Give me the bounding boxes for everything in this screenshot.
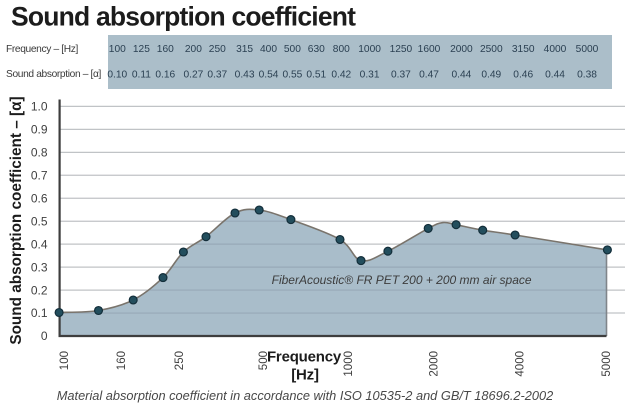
svg-text:0.6: 0.6 bbox=[31, 191, 48, 205]
svg-text:0.4: 0.4 bbox=[31, 237, 48, 251]
svg-text:0.55: 0.55 bbox=[282, 69, 302, 80]
svg-text:250: 250 bbox=[209, 44, 226, 55]
svg-text:100: 100 bbox=[109, 44, 126, 55]
svg-text:0.27: 0.27 bbox=[183, 69, 203, 80]
svg-text:[Hz]: [Hz] bbox=[291, 367, 319, 384]
svg-text:2500: 2500 bbox=[480, 44, 503, 55]
svg-text:0.1: 0.1 bbox=[31, 306, 48, 320]
svg-text:1000: 1000 bbox=[343, 351, 355, 377]
svg-text:125: 125 bbox=[133, 44, 150, 55]
svg-text:0.47: 0.47 bbox=[419, 69, 439, 80]
svg-text:0.16: 0.16 bbox=[155, 69, 175, 80]
svg-text:Sound absorption coefficient: Sound absorption coefficient bbox=[11, 1, 356, 31]
svg-text:5000: 5000 bbox=[601, 351, 613, 377]
svg-text:250: 250 bbox=[174, 351, 186, 370]
svg-text:1.0: 1.0 bbox=[31, 100, 48, 114]
svg-text:2000: 2000 bbox=[450, 44, 473, 55]
svg-text:1600: 1600 bbox=[418, 44, 441, 55]
svg-text:0.11: 0.11 bbox=[132, 69, 151, 80]
svg-text:630: 630 bbox=[308, 44, 325, 55]
svg-text:FiberAcoustic® FR PET 200 + 20: FiberAcoustic® FR PET 200 + 200 mm air s… bbox=[272, 273, 532, 287]
svg-text:3150: 3150 bbox=[512, 44, 535, 55]
svg-text:Frequency – [Hz]: Frequency – [Hz] bbox=[6, 44, 78, 55]
svg-text:0.49: 0.49 bbox=[481, 69, 501, 80]
svg-text:0.7: 0.7 bbox=[31, 168, 48, 182]
svg-text:0.5: 0.5 bbox=[31, 214, 48, 228]
svg-text:0.2: 0.2 bbox=[31, 283, 48, 297]
svg-text:Material absorption coefficien: Material absorption coefficient in accor… bbox=[57, 388, 554, 403]
svg-text:0.8: 0.8 bbox=[31, 146, 48, 160]
svg-text:0.38: 0.38 bbox=[577, 69, 597, 80]
svg-text:0.37: 0.37 bbox=[207, 69, 227, 80]
svg-text:5000: 5000 bbox=[576, 44, 599, 55]
svg-text:0.10: 0.10 bbox=[107, 69, 127, 80]
svg-text:500: 500 bbox=[284, 44, 301, 55]
svg-text:0.31: 0.31 bbox=[360, 69, 380, 80]
svg-text:0.42: 0.42 bbox=[331, 69, 351, 80]
svg-text:160: 160 bbox=[157, 44, 174, 55]
svg-text:160: 160 bbox=[116, 351, 128, 370]
svg-text:2000: 2000 bbox=[429, 351, 441, 377]
svg-text:0.3: 0.3 bbox=[31, 260, 48, 274]
svg-text:0: 0 bbox=[41, 329, 48, 343]
svg-text:200: 200 bbox=[185, 44, 202, 55]
svg-text:0.54: 0.54 bbox=[259, 69, 279, 80]
svg-text:100: 100 bbox=[59, 351, 71, 370]
svg-text:0.44: 0.44 bbox=[451, 69, 471, 80]
svg-text:400: 400 bbox=[260, 44, 277, 55]
svg-text:Sound absorption coefficient –: Sound absorption coefficient – [α] bbox=[8, 96, 25, 344]
svg-text:0.51: 0.51 bbox=[306, 69, 326, 80]
svg-text:1000: 1000 bbox=[358, 44, 381, 55]
svg-text:800: 800 bbox=[333, 44, 350, 55]
svg-text:1250: 1250 bbox=[390, 44, 413, 55]
svg-text:0.9: 0.9 bbox=[31, 123, 48, 137]
svg-text:0.43: 0.43 bbox=[235, 69, 255, 80]
svg-text:315: 315 bbox=[236, 44, 253, 55]
svg-text:Sound absorption – [α]: Sound absorption – [α] bbox=[6, 69, 102, 80]
svg-text:0.44: 0.44 bbox=[545, 69, 565, 80]
svg-text:4000: 4000 bbox=[544, 44, 567, 55]
svg-text:0.37: 0.37 bbox=[391, 69, 411, 80]
svg-text:0.46: 0.46 bbox=[513, 69, 533, 80]
svg-text:4000: 4000 bbox=[515, 351, 527, 377]
svg-text:Frequency: Frequency bbox=[267, 349, 342, 366]
svg-text:500: 500 bbox=[258, 351, 270, 370]
